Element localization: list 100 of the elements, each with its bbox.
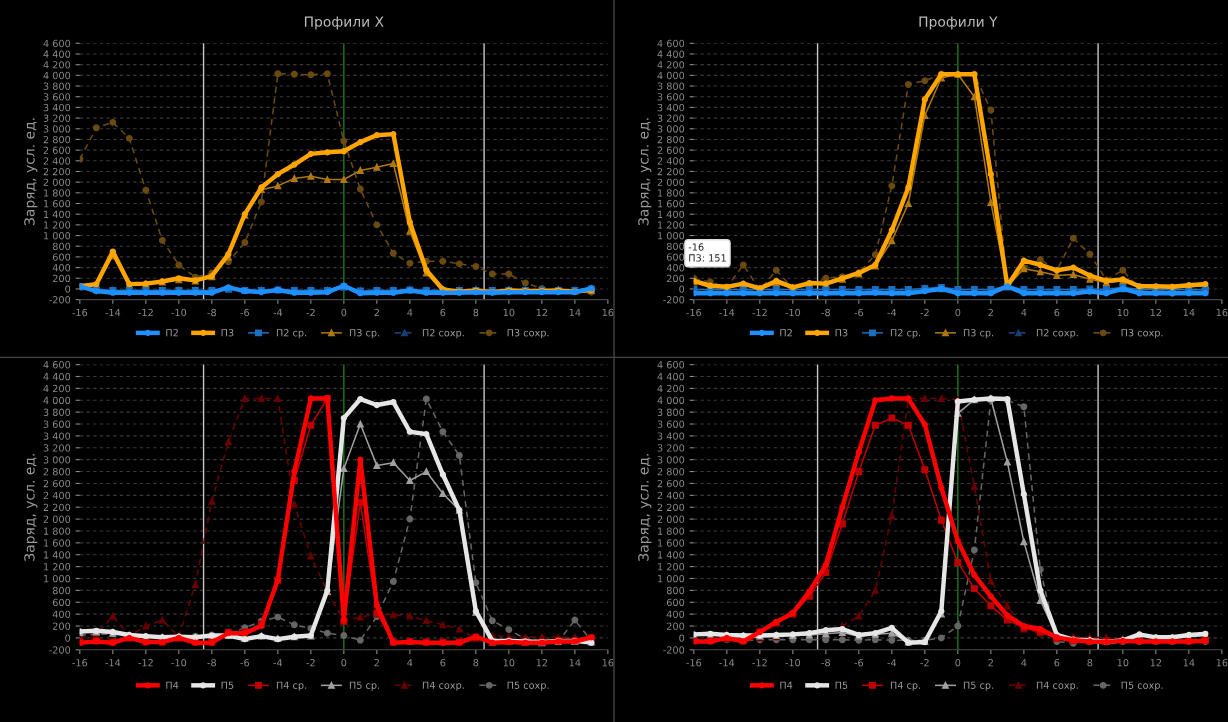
legend-label: П2 <box>780 329 792 337</box>
legend-label: П2 <box>166 329 178 337</box>
y-tick-label: 4 200 <box>657 61 685 69</box>
y-tick-label: 3 200 <box>43 444 71 452</box>
x-tick-label: -6 <box>240 659 250 667</box>
y-tick-label: -200 <box>663 296 685 304</box>
y-tick-label: 4 600 <box>657 39 685 48</box>
y-tick-label: 2 600 <box>657 479 685 488</box>
y-tick-label: 3 400 <box>43 103 71 112</box>
y-tick-label: 2 800 <box>657 135 685 144</box>
y-tick-label: 400 <box>52 264 71 272</box>
y-tick-label: 1 400 <box>44 210 71 219</box>
y-tick-label: 3 800 <box>657 408 685 416</box>
x-tick-label: -10 <box>171 308 187 317</box>
x-tick-label: -10 <box>785 659 801 667</box>
y-tick-label: 2 600 <box>657 146 685 154</box>
y-tick-label: 3 000 <box>43 125 71 133</box>
x-tick-label: -12 <box>752 308 767 317</box>
y-tick-label: 2 600 <box>43 146 71 154</box>
x-tick-label: -16 <box>686 308 702 317</box>
x-tick-label: 8 <box>1087 659 1093 667</box>
y-tick-label: 200 <box>666 274 685 283</box>
y-tick-label: 2 400 <box>657 157 685 165</box>
x-tick-label: 10 <box>1117 308 1129 317</box>
y-axis-title: Заряд, усл. ед. <box>638 118 652 226</box>
x-tick-label: 12 <box>1150 308 1162 317</box>
y-tick-label: 2 800 <box>657 468 685 476</box>
x-tick-label: 12 <box>1150 659 1162 667</box>
y-tick-label: 3 800 <box>43 82 71 90</box>
y-tick-label: 3 800 <box>43 408 71 416</box>
y-tick-label: 4 000 <box>43 396 71 405</box>
y-tick-label: 0 <box>65 285 71 293</box>
x-tick-label: 0 <box>955 308 961 317</box>
legend-label: П4 ср. <box>276 681 307 691</box>
legend-label: П3 сохр. <box>1121 329 1163 339</box>
y-tick-label: 3 600 <box>43 420 71 428</box>
legend-label: П4 <box>166 681 179 689</box>
y-tick-label: 2 400 <box>43 491 71 500</box>
y-tick-label: 4 400 <box>657 50 685 58</box>
y-tick-label: 200 <box>52 622 71 630</box>
x-tick-label: 10 <box>1117 659 1129 667</box>
x-tick-label: -10 <box>171 659 187 667</box>
x-tick-label: -6 <box>854 659 864 667</box>
y-tick-label: 1 200 <box>658 221 685 229</box>
y-tick-label: 4 600 <box>657 361 685 369</box>
y-tick-label: 4 200 <box>657 384 685 393</box>
x-tick-label: -12 <box>138 659 153 667</box>
y-tick-label: 4 400 <box>657 372 685 381</box>
x-tick-label: 2 <box>374 659 379 667</box>
chart-title: Профили X <box>304 16 384 30</box>
y-tick-label: 3 400 <box>657 432 685 440</box>
y-tick-label: 2 800 <box>43 135 71 144</box>
x-tick-label: -4 <box>273 659 283 667</box>
y-tick-label: 2 200 <box>657 167 685 176</box>
x-tick-label: 10 <box>503 308 515 317</box>
y-tick-label: 1 800 <box>658 527 685 535</box>
x-tick-label: -8 <box>821 308 831 317</box>
x-tick-label: 16 <box>1216 659 1228 667</box>
y-tick-label: 1 000 <box>658 232 685 240</box>
y-tick-label: 2 400 <box>657 491 685 500</box>
x-tick-label: 0 <box>955 659 961 667</box>
y-tick-label: 1 200 <box>44 563 71 571</box>
y-tick-label: 1 600 <box>44 199 71 208</box>
y-tick-label: 1 000 <box>658 574 685 583</box>
x-tick-label: 16 <box>602 659 614 667</box>
x-tick-label: -16 <box>72 659 88 667</box>
annotation: -16 П3: 151 <box>688 243 726 262</box>
legend-label: П3 <box>221 329 234 337</box>
y-tick-label: 2 800 <box>43 468 71 476</box>
y-tick-label: 1 000 <box>44 232 71 240</box>
y-tick-label: 2 000 <box>657 515 685 523</box>
legend-label: П2 сохр. <box>1036 329 1078 339</box>
y-tick-label: 1 600 <box>658 199 685 208</box>
x-tick-label: -2 <box>920 308 929 317</box>
y-tick-label: 1 800 <box>44 189 71 197</box>
y-tick-label: -200 <box>49 296 71 304</box>
y-tick-label: 2 000 <box>43 178 71 186</box>
x-tick-label: -6 <box>240 308 250 317</box>
y-tick-label: 3 600 <box>657 420 685 428</box>
x-tick-label: 4 <box>1021 659 1027 667</box>
x-tick-label: 12 <box>536 659 548 667</box>
y-tick-label: 4 000 <box>657 396 685 405</box>
y-tick-label: 600 <box>52 253 71 261</box>
legend-label: П5 сохр. <box>507 681 549 691</box>
legend-label: П3 <box>835 329 848 337</box>
x-tick-label: 16 <box>1216 308 1228 317</box>
y-tick-label: 400 <box>666 610 685 618</box>
y-tick-label: 1 600 <box>44 539 71 547</box>
y-tick-label: 1 200 <box>44 221 71 229</box>
x-tick-label: 2 <box>988 308 993 317</box>
y-tick-label: 3 400 <box>43 432 71 440</box>
legend-label: П5 <box>221 681 234 689</box>
y-tick-label: 4 000 <box>43 71 71 80</box>
y-tick-label: 1 800 <box>44 527 71 535</box>
y-tick-label: 4 600 <box>43 361 71 369</box>
y-tick-label: 800 <box>52 586 71 595</box>
y-tick-label: 200 <box>666 622 685 630</box>
y-tick-label: 3 800 <box>657 82 685 90</box>
y-tick-label: 1 000 <box>44 574 71 583</box>
y-tick-label: 0 <box>679 634 685 642</box>
